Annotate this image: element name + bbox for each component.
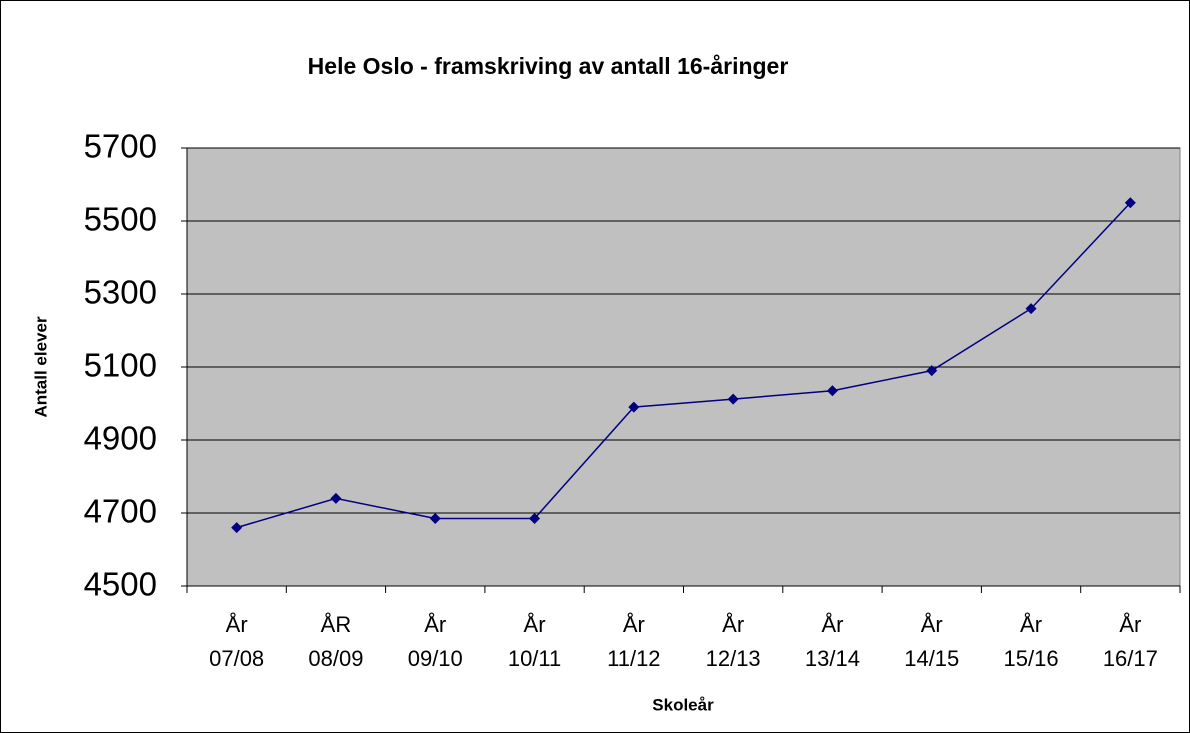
data-point <box>926 365 938 377</box>
y-tick-label: 4900 <box>84 420 157 457</box>
data-point <box>429 512 441 524</box>
x-tick-label: År 07/08 <box>209 612 264 671</box>
x-tick-label: År 13/14 <box>805 612 860 671</box>
data-point <box>727 393 739 405</box>
y-tick-label: 5300 <box>84 274 157 311</box>
x-tick-label: År 10/11 <box>508 612 561 671</box>
data-line <box>236 202 1131 529</box>
y-tick-label: 5700 <box>84 128 157 165</box>
x-tick-label: ÅR 08/09 <box>308 612 363 671</box>
x-axis-label: Skoleår <box>652 695 714 714</box>
x-tick-label: År 12/13 <box>706 612 761 671</box>
chart-title: Hele Oslo - framskriving av antall 16-år… <box>308 53 789 79</box>
x-tick-label: År 16/17 <box>1103 612 1158 671</box>
data-point <box>826 385 838 397</box>
y-tick-label: 4700 <box>84 493 157 530</box>
y-axis-label: Antall elever <box>31 316 50 417</box>
data-point <box>1124 197 1136 209</box>
x-tick-label: År 15/16 <box>1004 612 1059 671</box>
y-tick-label: 5500 <box>84 201 157 238</box>
data-point <box>1025 303 1037 315</box>
x-tick-label: År 11/12 <box>607 612 660 671</box>
data-point <box>330 492 342 504</box>
x-tick-label: År 09/10 <box>408 612 463 671</box>
y-tick-label: 4500 <box>84 566 157 603</box>
data-point <box>231 522 243 534</box>
data-point <box>628 401 640 413</box>
data-point <box>529 512 541 524</box>
y-tick-label: 5100 <box>84 347 157 384</box>
x-tick-label: År 14/15 <box>904 612 959 671</box>
